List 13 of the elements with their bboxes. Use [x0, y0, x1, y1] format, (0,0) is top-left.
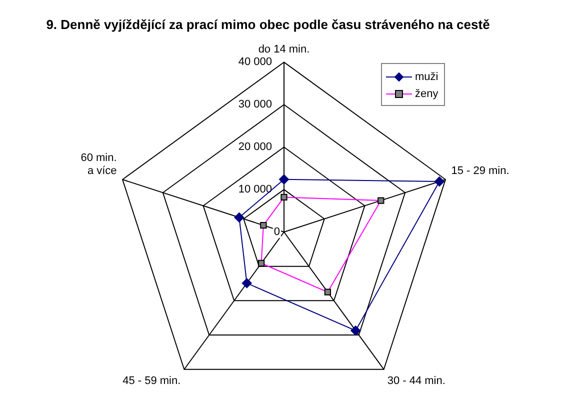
spoke-label: 30 - 44 min.: [387, 374, 446, 387]
spoke-label: 45 - 59 min.: [122, 374, 181, 387]
spoke-label: do 14 min.: [258, 44, 310, 56]
y-tick-label: 10 000: [238, 184, 272, 196]
y-tick-label: 20 000: [238, 141, 272, 154]
legend-label: muži: [415, 70, 438, 82]
legend-label: ženy: [415, 88, 438, 100]
spoke-label: 15 - 29 min.: [451, 165, 510, 178]
y-tick-label: 0: [274, 226, 280, 238]
y-tick-label: 40 000: [238, 56, 272, 68]
chart-title: 9. Denně vyjíždějící za prací mimo obec podle času stráveného na cestě: [45, 17, 491, 32]
y-tick-label: 30 000: [238, 98, 272, 111]
spoke-label: 60 min. a více: [80, 152, 117, 178]
